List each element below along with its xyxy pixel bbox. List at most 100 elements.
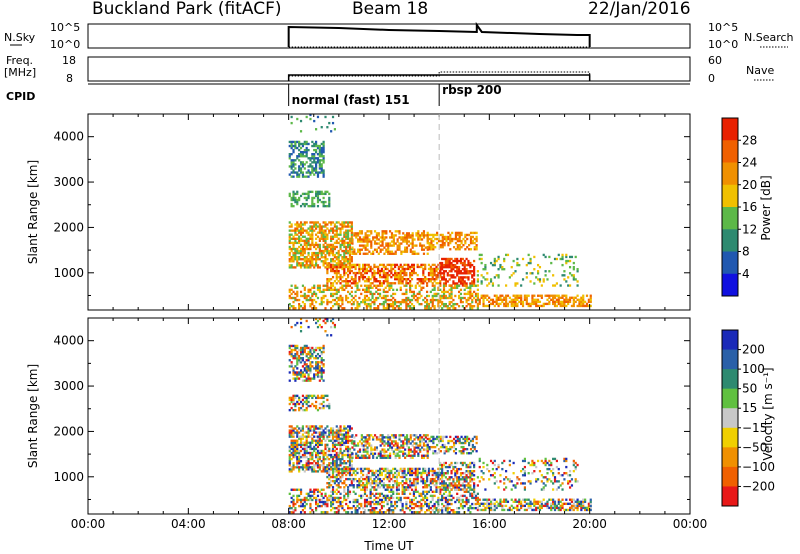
range-cell	[360, 271, 363, 275]
range-cell	[412, 490, 416, 493]
range-cell	[457, 488, 461, 491]
range-cell	[426, 231, 429, 235]
range-cell	[324, 262, 327, 265]
range-cell	[322, 146, 325, 150]
range-cell	[328, 300, 331, 304]
range-cell	[397, 496, 400, 500]
range-cell	[370, 240, 373, 243]
range-cell	[373, 271, 376, 275]
range-cell	[311, 157, 314, 160]
range-cell	[290, 496, 293, 500]
range-cell	[480, 274, 483, 277]
range-cell	[324, 256, 327, 259]
range-cell	[480, 294, 483, 297]
range-cell	[441, 472, 444, 475]
range-cell	[415, 234, 418, 237]
range-cell	[299, 500, 303, 504]
range-cell	[358, 484, 361, 487]
range-cell	[397, 473, 400, 477]
range-cell	[471, 270, 474, 273]
range-cell	[290, 204, 293, 208]
range-cell	[449, 435, 452, 439]
range-cell	[401, 467, 404, 471]
range-cell	[471, 239, 474, 243]
range-cell	[459, 498, 463, 502]
range-cell	[343, 471, 346, 475]
range-cell	[395, 477, 399, 481]
range-cell	[346, 284, 350, 287]
range-cell	[373, 278, 376, 281]
range-cell	[450, 274, 453, 277]
range-cell	[369, 284, 372, 287]
range-cell	[401, 278, 404, 281]
range-cell	[377, 436, 380, 439]
range-cell	[446, 296, 449, 300]
range-cell	[343, 239, 346, 243]
range-cell	[311, 302, 314, 306]
range-cell	[399, 280, 402, 283]
range-cell	[301, 229, 305, 232]
range-cell	[290, 433, 293, 436]
range-cell	[555, 257, 558, 261]
range-cell	[384, 484, 387, 487]
range-cell	[388, 284, 391, 287]
range-cell	[409, 286, 412, 289]
range-cell	[311, 233, 314, 236]
range-cell	[346, 506, 350, 510]
range-cell	[377, 469, 380, 473]
range-cell	[441, 241, 444, 245]
range-cell	[324, 504, 327, 508]
range-cell	[341, 500, 344, 504]
range-cell	[288, 365, 291, 368]
range-cell	[367, 482, 370, 485]
range-cell	[288, 352, 291, 356]
freq-panel	[87, 56, 691, 82]
range-cell	[435, 292, 438, 296]
range-cell	[322, 237, 325, 240]
range-cell	[303, 288, 306, 292]
range-cell	[419, 242, 422, 245]
range-cell	[296, 464, 299, 467]
range-cell	[441, 307, 444, 310]
range-cell	[307, 445, 310, 449]
range-cell	[330, 427, 333, 430]
range-cell	[294, 233, 297, 236]
range-cell	[313, 466, 316, 469]
range-cell	[405, 284, 408, 287]
range-cell	[482, 294, 485, 297]
range-cell	[373, 498, 376, 502]
range-cell	[442, 263, 446, 267]
range-cell	[454, 263, 457, 267]
range-cell	[335, 500, 338, 504]
range-cell	[313, 169, 316, 172]
range-cell	[315, 144, 318, 148]
range-cell	[442, 463, 446, 467]
range-cell	[292, 204, 295, 208]
range-cell	[337, 490, 340, 493]
range-cell	[446, 259, 449, 263]
range-cell	[437, 498, 440, 502]
range-cell	[416, 467, 419, 471]
range-cell	[313, 253, 316, 257]
range-cell	[350, 506, 353, 510]
range-cell	[339, 282, 342, 285]
range-cell	[311, 346, 314, 350]
range-cell	[326, 471, 329, 475]
range-cell	[363, 486, 367, 489]
range-cell	[335, 233, 338, 236]
range-cell	[413, 244, 416, 247]
range-cell	[296, 286, 299, 289]
range-cell	[335, 457, 338, 461]
range-cell	[561, 300, 564, 304]
range-cell	[422, 267, 425, 271]
range-cell	[292, 290, 295, 294]
range-cell	[419, 434, 422, 437]
range-cell	[360, 273, 363, 277]
range-cell	[531, 294, 534, 297]
range-cell	[456, 270, 459, 273]
range-cell	[366, 452, 369, 455]
range-cell	[448, 307, 451, 310]
range-cell	[505, 296, 508, 299]
range-cell	[378, 502, 382, 506]
range-cell	[318, 247, 321, 251]
